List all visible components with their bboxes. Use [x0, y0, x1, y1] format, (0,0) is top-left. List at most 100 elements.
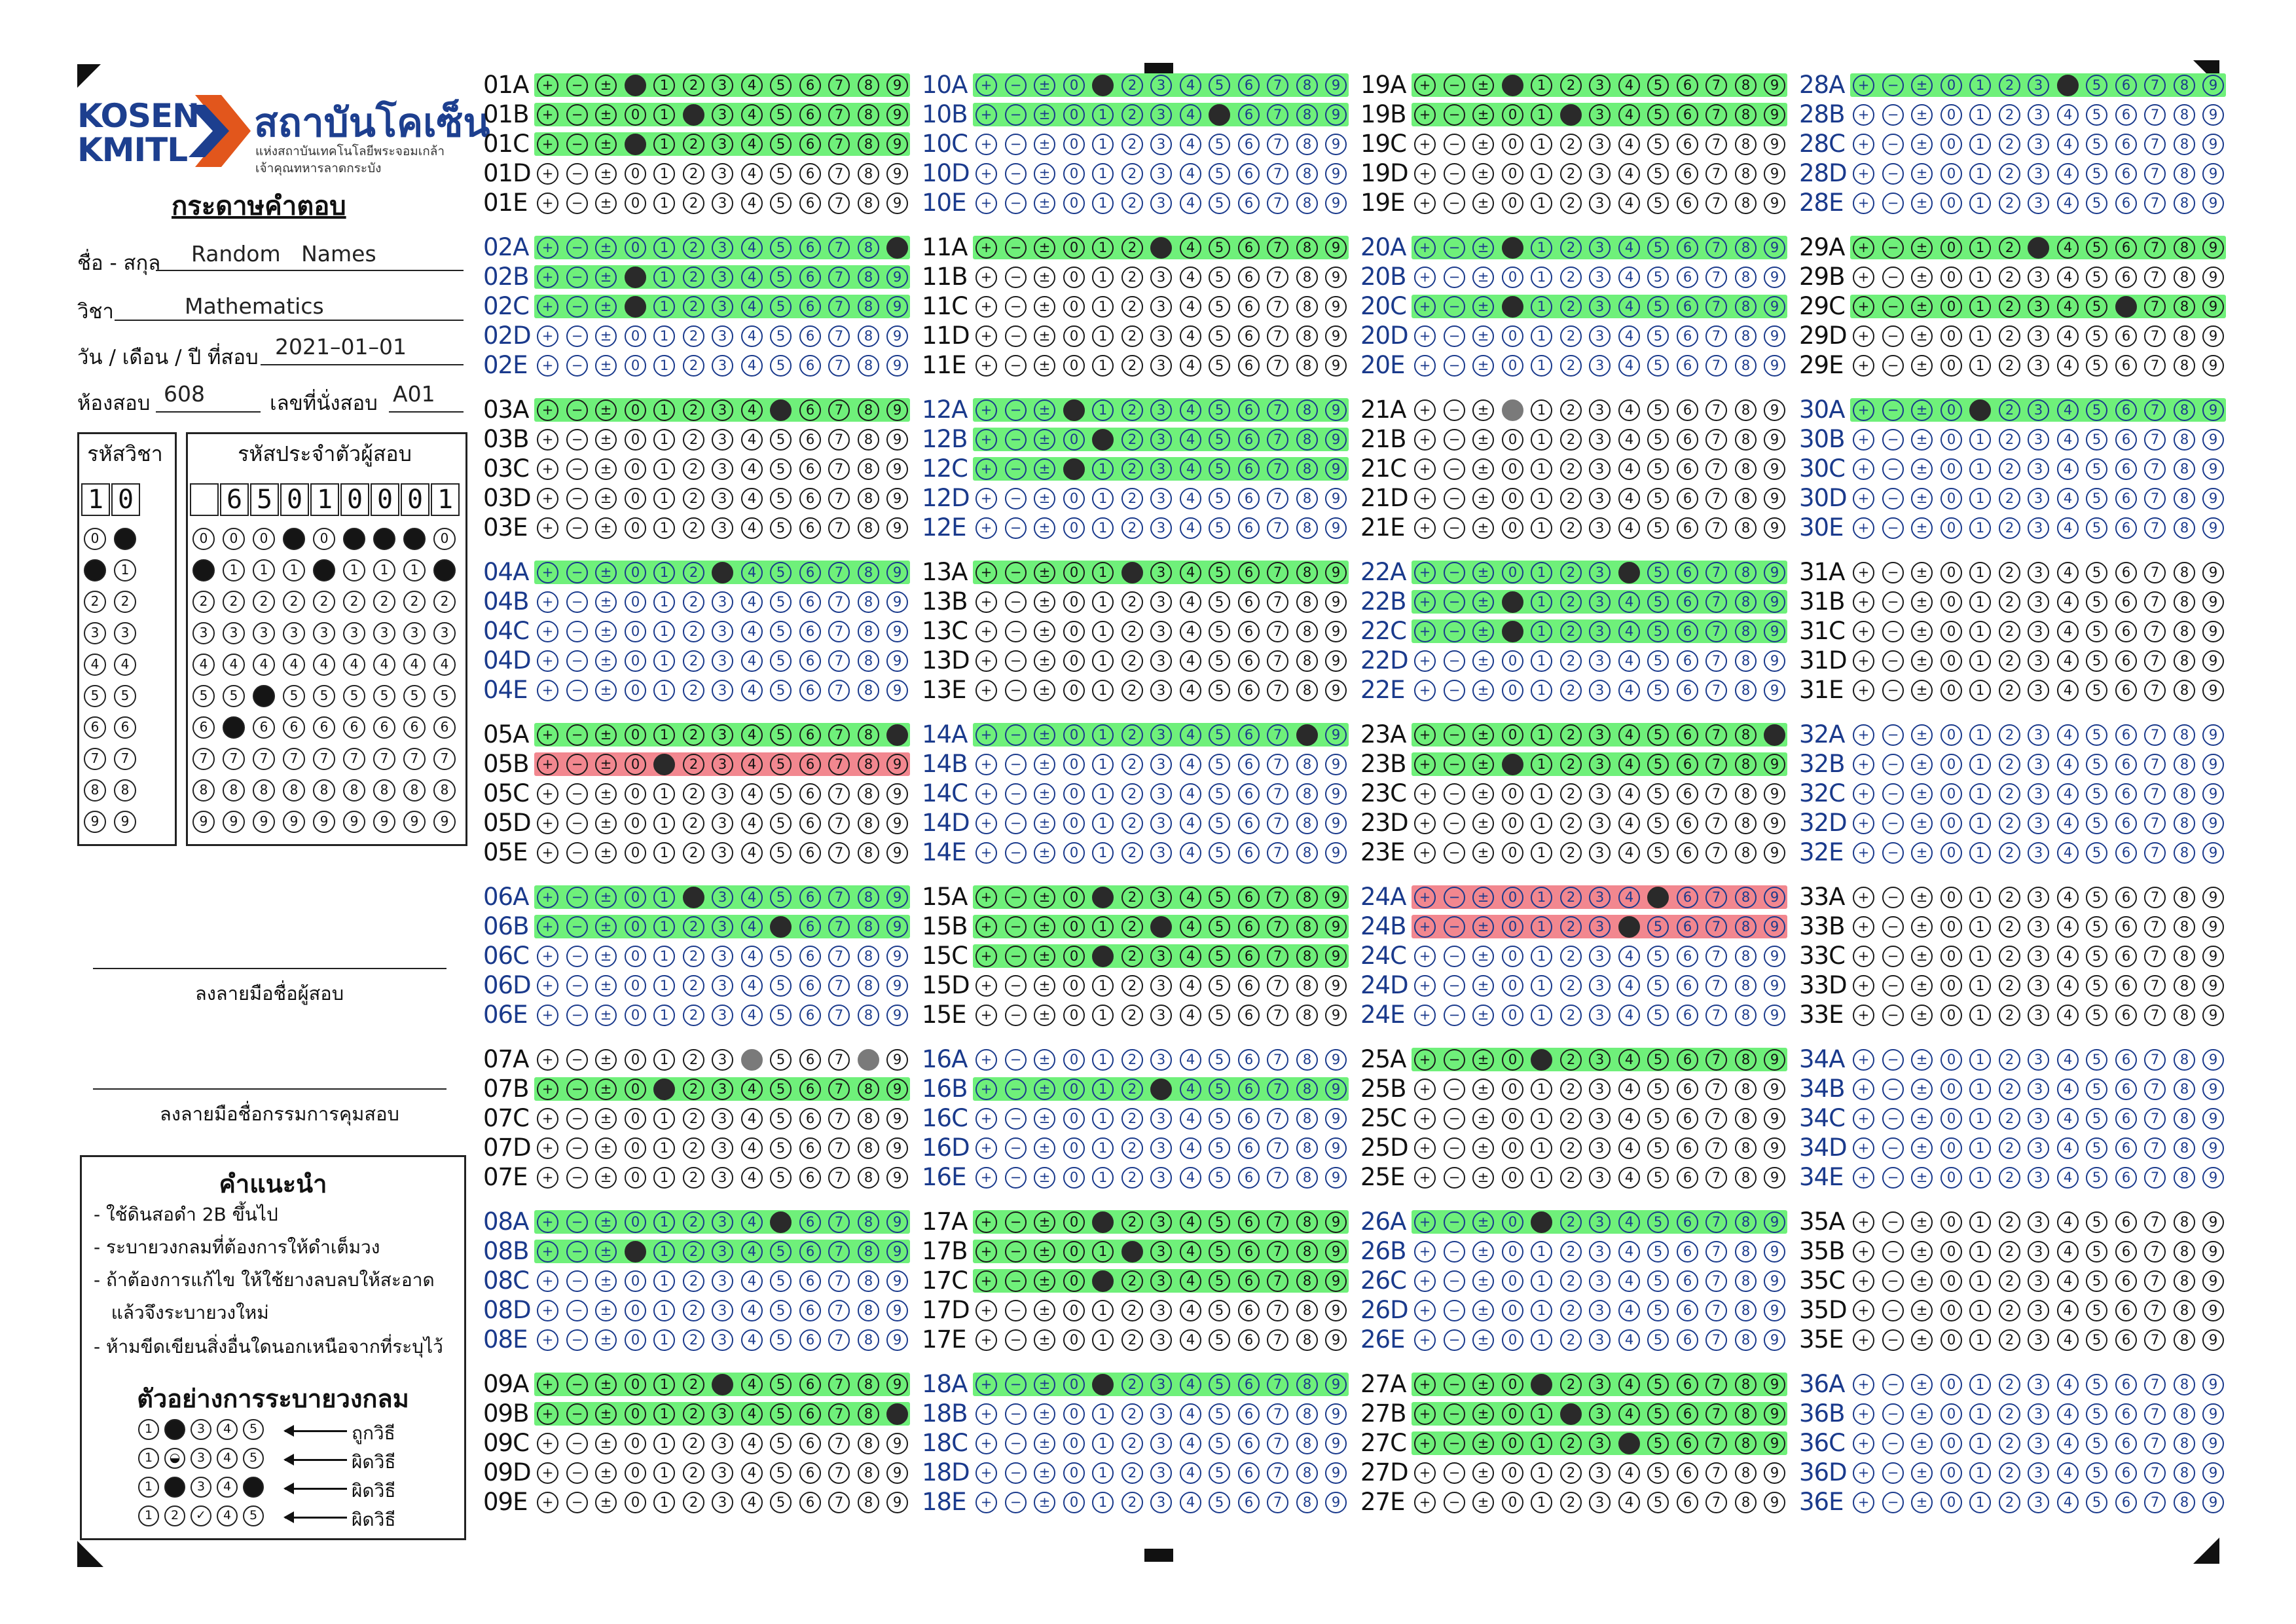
answer-bubble[interactable]: 5 [2086, 1270, 2107, 1292]
answer-bubble[interactable]: ± [1472, 104, 1494, 126]
answer-bubble[interactable]: 8 [1296, 1270, 1318, 1292]
answer-bubble[interactable]: 5 [770, 680, 792, 701]
answer-bubble[interactable]: 8 [858, 1049, 879, 1071]
answer-bubble[interactable]: − [1005, 296, 1027, 318]
student-id-bubble[interactable] [343, 528, 365, 550]
answer-bubble[interactable]: 5 [2086, 1329, 2107, 1351]
answer-bubble[interactable]: 9 [2202, 296, 2224, 318]
answer-bubble[interactable]: + [975, 429, 997, 451]
answer-bubble[interactable]: 6 [799, 1137, 821, 1159]
answer-bubble[interactable]: − [1005, 1211, 1027, 1233]
answer-bubble[interactable]: 0 [625, 237, 646, 259]
answer-bubble[interactable]: 4 [2057, 458, 2079, 480]
answer-bubble[interactable]: 5 [1209, 429, 1230, 451]
answer-bubble[interactable]: 1 [1969, 1492, 1991, 1513]
answer-bubble[interactable]: 9 [2202, 458, 2224, 480]
answer-bubble[interactable]: 2 [1121, 783, 1143, 805]
answer-bubble[interactable]: 5 [1647, 1241, 1669, 1263]
answer-bubble[interactable]: 2 [1121, 975, 1143, 997]
answer-bubble[interactable]: 1 [1969, 1462, 1991, 1484]
answer-bubble[interactable]: 3 [712, 1403, 733, 1425]
answer-bubble[interactable]: 1 [653, 916, 675, 938]
answer-bubble[interactable]: + [975, 193, 997, 214]
answer-bubble[interactable]: 3 [1150, 325, 1172, 347]
answer-bubble[interactable]: − [1005, 75, 1027, 96]
answer-bubble[interactable]: 5 [2086, 1492, 2107, 1513]
answer-bubble[interactable]: 7 [1705, 1108, 1727, 1130]
answer-bubble[interactable]: 0 [1941, 517, 1962, 539]
answer-bubble[interactable]: + [975, 1403, 997, 1425]
answer-bubble[interactable]: 7 [2144, 1108, 2166, 1130]
answer-bubble[interactable]: − [1444, 1403, 1465, 1425]
answer-bubble[interactable]: 0 [1502, 1403, 1523, 1425]
answer-bubble[interactable]: 5 [1209, 399, 1230, 421]
answer-bubble[interactable]: 8 [1735, 355, 1757, 377]
answer-bubble[interactable]: + [1414, 562, 1436, 583]
answer-bubble[interactable]: + [537, 783, 558, 805]
answer-bubble[interactable]: ± [595, 813, 617, 834]
answer-bubble[interactable]: 2 [683, 1403, 704, 1425]
answer-bubble[interactable]: 9 [1764, 399, 1785, 421]
student-id-bubble[interactable]: 6 [373, 716, 395, 739]
answer-bubble[interactable]: 5 [2086, 1300, 2107, 1321]
answer-bubble[interactable]: 5 [1209, 1108, 1230, 1130]
answer-bubble[interactable]: 7 [828, 1079, 850, 1100]
answer-bubble[interactable]: 0 [625, 429, 646, 451]
answer-bubble[interactable]: 2 [1121, 267, 1143, 288]
answer-bubble[interactable]: 6 [1677, 975, 1698, 997]
answer-bubble[interactable]: 7 [2144, 163, 2166, 185]
answer-bubble[interactable]: 8 [858, 355, 879, 377]
answer-bubble[interactable]: 1 [1969, 488, 1991, 509]
answer-bubble[interactable]: 3 [712, 1300, 733, 1321]
answer-bubble[interactable]: 2 [1999, 887, 2020, 908]
answer-bubble[interactable]: 2 [683, 975, 704, 997]
answer-bubble[interactable]: 1 [1969, 1329, 1991, 1351]
answer-bubble[interactable]: + [975, 946, 997, 967]
answer-bubble[interactable]: 8 [1296, 325, 1318, 347]
answer-bubble[interactable]: 0 [625, 975, 646, 997]
answer-bubble[interactable]: 1 [1969, 325, 1991, 347]
answer-bubble[interactable]: ± [1911, 163, 1933, 185]
answer-bubble[interactable]: 9 [2202, 1374, 2224, 1395]
answer-bubble[interactable]: + [1414, 724, 1436, 746]
answer-bubble[interactable]: 0 [1063, 429, 1085, 451]
answer-bubble[interactable]: 8 [1296, 783, 1318, 805]
answer-bubble[interactable]: 4 [2057, 1079, 2079, 1100]
answer-bubble[interactable]: 7 [2144, 754, 2166, 775]
answer-bubble[interactable]: + [1853, 591, 1874, 613]
answer-bubble[interactable]: 1 [1531, 724, 1552, 746]
answer-bubble[interactable]: − [1444, 1108, 1465, 1130]
answer-bubble[interactable]: 0 [1502, 517, 1523, 539]
answer-bubble[interactable]: 5 [770, 325, 792, 347]
answer-bubble[interactable]: 4 [2057, 650, 2079, 672]
student-id-bubble[interactable]: 0 [253, 528, 275, 550]
answer-bubble[interactable]: 4 [1618, 1270, 1640, 1292]
answer-bubble[interactable]: 2 [1999, 399, 2020, 421]
student-id-bubble[interactable]: 4 [283, 654, 305, 676]
answer-bubble[interactable]: 2 [1560, 887, 1582, 908]
answer-bubble[interactable]: + [975, 754, 997, 775]
answer-bubble[interactable]: ± [1911, 975, 1933, 997]
answer-bubble[interactable]: 1 [1092, 1462, 1114, 1484]
answer-bubble[interactable]: 9 [1325, 1329, 1347, 1351]
answer-bubble[interactable]: − [566, 1462, 588, 1484]
answer-bubble[interactable]: 4 [741, 517, 763, 539]
answer-bubble[interactable]: 6 [1677, 1005, 1698, 1026]
answer-bubble[interactable]: 8 [2174, 237, 2195, 259]
answer-bubble[interactable]: 0 [1941, 355, 1962, 377]
answer-bubble[interactable]: 4 [741, 163, 763, 185]
answer-bubble[interactable]: 3 [1589, 193, 1611, 214]
answer-bubble[interactable]: 6 [1677, 193, 1698, 214]
answer-bubble[interactable]: 1 [1531, 916, 1552, 938]
answer-bubble[interactable]: 3 [2028, 1403, 2049, 1425]
answer-bubble[interactable]: 4 [741, 488, 763, 509]
answer-bubble[interactable]: 6 [2115, 1329, 2137, 1351]
answer-bubble[interactable]: 8 [1735, 650, 1757, 672]
answer-bubble[interactable]: 6 [2115, 237, 2137, 259]
answer-bubble[interactable]: 7 [828, 75, 850, 96]
answer-bubble[interactable]: 2 [1560, 650, 1582, 672]
answer-bubble[interactable]: 0 [1502, 134, 1523, 155]
answer-bubble[interactable]: 4 [1180, 887, 1201, 908]
answer-bubble[interactable]: 5 [770, 842, 792, 864]
answer-bubble[interactable]: 1 [1969, 754, 1991, 775]
